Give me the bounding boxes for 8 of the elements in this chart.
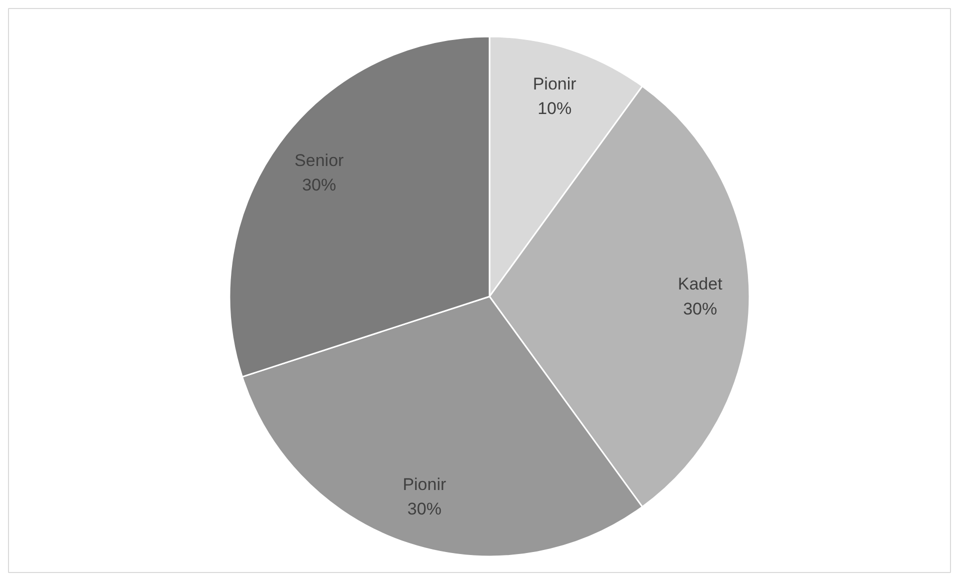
slice-label: Pionir [532, 74, 577, 94]
data-label: 10% [538, 99, 572, 118]
data-label: 30% [302, 176, 336, 195]
data-label: 30% [683, 299, 718, 318]
slice-label: Kadet [678, 274, 723, 294]
slice-label: Pionir [402, 474, 446, 494]
data-label: 30% [407, 500, 442, 519]
slice-label: Senior [294, 150, 344, 170]
